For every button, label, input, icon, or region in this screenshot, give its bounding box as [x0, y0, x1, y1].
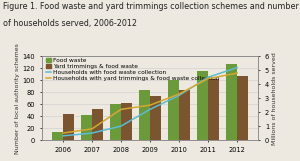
Text: of households served, 2006-2012: of households served, 2006-2012	[3, 19, 137, 28]
Bar	[92, 109, 103, 140]
Bar	[237, 76, 248, 140]
Bar	[63, 114, 74, 140]
Bar	[226, 64, 237, 140]
Bar	[179, 90, 190, 140]
Legend: Food waste, Yard trimmings & food waste, Households with food waste collection, : Food waste, Yard trimmings & food waste,…	[45, 58, 220, 82]
Bar	[150, 96, 161, 140]
Bar	[197, 71, 208, 140]
Bar	[121, 103, 132, 140]
Bar	[110, 104, 121, 140]
Bar	[52, 132, 63, 140]
Bar	[81, 115, 92, 140]
Bar	[139, 90, 150, 140]
Text: Figure 1. Food waste and yard trimmings collection schemes and number: Figure 1. Food waste and yard trimmings …	[3, 2, 299, 11]
Bar	[168, 80, 179, 140]
Y-axis label: Millions of households served: Millions of households served	[272, 52, 277, 145]
Y-axis label: Number of local authority schemes: Number of local authority schemes	[15, 43, 20, 154]
Bar	[208, 79, 219, 140]
